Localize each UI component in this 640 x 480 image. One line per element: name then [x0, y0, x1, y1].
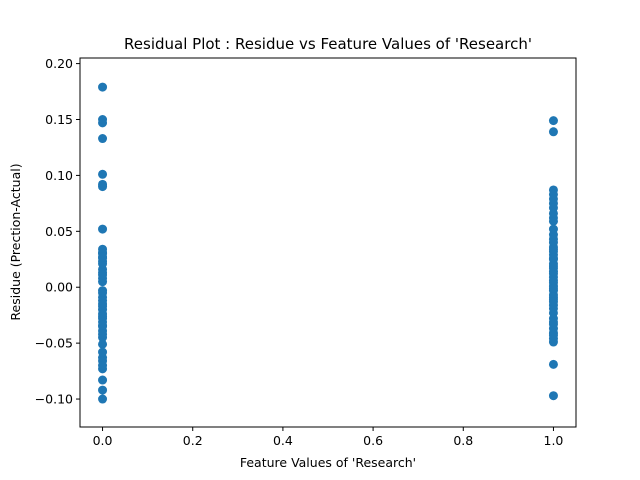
data-point	[98, 134, 108, 144]
data-point	[98, 224, 108, 234]
data-point	[98, 286, 108, 296]
data-point	[98, 299, 108, 309]
x-tick-label: 0.6	[363, 433, 383, 448]
data-point	[548, 194, 558, 204]
y-tick-label: 0.10	[45, 168, 73, 183]
x-tick-label: 0.0	[93, 433, 113, 448]
data-point	[98, 394, 108, 404]
y-tick-label: 0.20	[45, 56, 73, 71]
data-point	[98, 361, 108, 370]
x-tick-label: 0.2	[183, 433, 203, 448]
y-tick-label: 0.00	[45, 280, 73, 295]
data-point	[548, 216, 558, 226]
data-point	[548, 317, 558, 327]
data-point	[98, 118, 108, 128]
y-tick-label: −0.05	[35, 336, 73, 351]
data-point	[98, 311, 108, 321]
x-tick-label: 1.0	[544, 433, 564, 448]
data-point	[548, 238, 558, 247]
data-point	[548, 391, 558, 401]
data-point	[98, 252, 108, 262]
data-point	[98, 259, 108, 269]
data-point	[98, 329, 108, 339]
data-points	[98, 82, 558, 404]
data-point	[548, 244, 558, 254]
data-point	[98, 169, 108, 179]
data-point	[548, 224, 558, 234]
data-point	[548, 359, 558, 369]
data-point	[548, 330, 558, 340]
y-axis-label: Residue (Prection-Actual)	[8, 163, 23, 320]
data-point	[548, 127, 558, 137]
x-tick-label: 0.8	[453, 433, 473, 448]
data-point	[98, 339, 108, 349]
y-tick-label: 0.05	[45, 224, 73, 239]
data-point	[548, 337, 558, 347]
data-point	[548, 283, 558, 293]
data-point	[98, 375, 108, 385]
data-point	[98, 82, 108, 92]
y-tick-label: −0.10	[35, 392, 73, 407]
data-point	[548, 297, 558, 307]
data-point	[98, 182, 108, 192]
x-axis-label: Feature Values of 'Research'	[240, 455, 416, 470]
data-point	[548, 116, 558, 126]
x-tick-label: 0.4	[273, 433, 293, 448]
data-point	[548, 253, 558, 263]
data-point	[548, 208, 558, 218]
y-axis: −0.10 −0.05 0.00 0.05 0.10 0.15 0.20	[35, 56, 80, 407]
x-axis: 0.0 0.2 0.4 0.6 0.8 1.0	[93, 427, 564, 448]
data-point	[98, 385, 108, 395]
data-point	[98, 347, 108, 357]
data-point	[98, 270, 108, 280]
data-point	[548, 261, 558, 271]
chart-title: Residual Plot : Residue vs Feature Value…	[124, 35, 532, 53]
data-point	[98, 320, 108, 330]
y-tick-label: 0.15	[45, 112, 73, 127]
data-point	[98, 277, 108, 287]
plot-area-frame	[79, 57, 577, 428]
data-point	[548, 276, 558, 286]
